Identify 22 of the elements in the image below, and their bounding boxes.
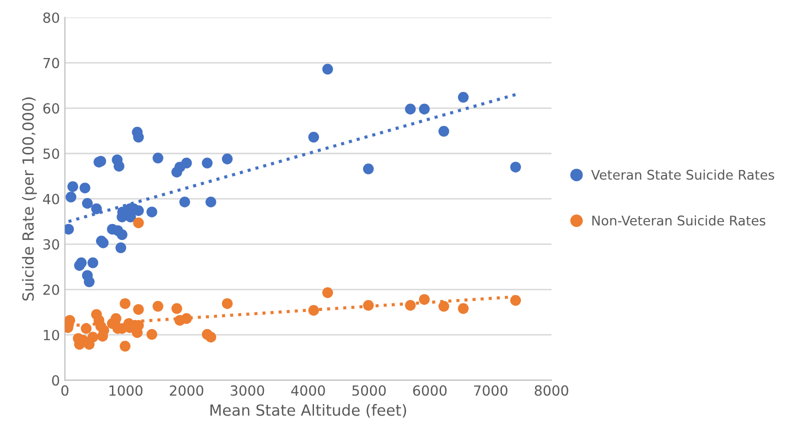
x-tick-label: 8000 [534, 385, 568, 396]
y-tick-label: 30 [43, 239, 60, 250]
legend-label: Non-Veteran Suicide Rates [592, 215, 766, 226]
y-tick-label: 70 [43, 58, 60, 68]
x-tick-label: 5000 [352, 385, 386, 396]
y-tick-label: 10 [44, 330, 60, 340]
x-tick-label: 0 [61, 385, 68, 396]
x-tick-label: 4000 [291, 385, 325, 396]
x-tick-label: 7000 [474, 385, 508, 396]
y-axis-title: Suicide Rate (per 100,000) [22, 97, 37, 301]
y-tick-label: 0 [52, 375, 60, 386]
y-tick-label: 40 [43, 194, 60, 204]
x-tick-label: 1000 [110, 385, 142, 396]
y-tick-label: 60 [43, 103, 60, 114]
x-tick-label: 6000 [413, 385, 447, 396]
x-tick-label: 2000 [170, 385, 204, 396]
y-tick-label: 20 [43, 284, 60, 295]
legend-label: Veteran State Suicide Rates [591, 170, 774, 180]
x-axis-title: Mean State Altitude (feet) [210, 404, 406, 418]
y-tick-label: 50 [43, 148, 60, 159]
x-tick-label: 3000 [230, 385, 264, 396]
y-tick-label: 80 [43, 12, 60, 23]
